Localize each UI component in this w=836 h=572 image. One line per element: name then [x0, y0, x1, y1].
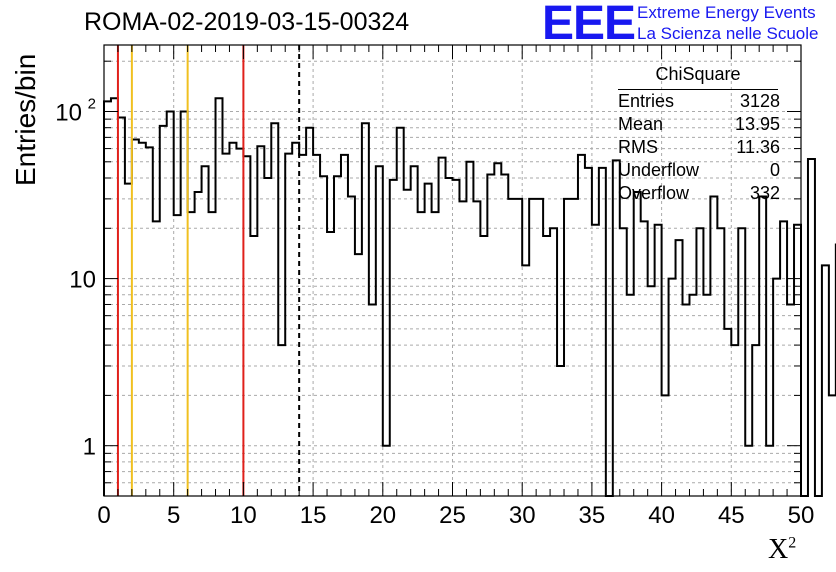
x-tick-label: 15: [300, 502, 327, 529]
x-tick-label: 40: [648, 502, 675, 529]
stats-title: ChiSquare: [618, 64, 778, 90]
y-tick-label: 10: [69, 267, 96, 294]
logo-line-1: Extreme Energy Events: [637, 3, 816, 22]
stats-row-underflow: Underflow 0: [618, 160, 780, 180]
stats-row-mean: Mean 13.95: [618, 114, 780, 134]
x-axis-label: X2: [768, 534, 797, 565]
eee-logo: EEE: [542, 0, 636, 50]
y-tick-label-exponent: 2: [88, 95, 96, 112]
stats-box: ChiSquare Entries 3128 Mean 13.95 RMS 11.36…: [608, 64, 780, 205]
stats-row-overflow: Overflow 332: [618, 183, 780, 203]
x-tick-label: 5: [167, 502, 180, 529]
x-tick-label: 0: [97, 502, 110, 529]
x-tick-label: 25: [439, 502, 466, 529]
stats-row-entries: Entries 3128: [618, 91, 780, 111]
x-tick-label: 50: [788, 502, 815, 529]
x-tick-label: 35: [579, 502, 606, 529]
histogram-series: [103, 97, 836, 497]
x-tick-label: 30: [509, 502, 536, 529]
x-tick-label: 20: [369, 502, 396, 529]
x-tick-label: 45: [718, 502, 745, 529]
y-tick-label: 10: [55, 99, 82, 126]
y-tick-label: 1: [83, 434, 96, 461]
chart-title: ROMA-02-2019-03-15-00324: [84, 8, 410, 36]
x-tick-label: 10: [230, 502, 257, 529]
stats-row-rms: RMS 11.36: [618, 137, 780, 157]
logo-line-2: La Scienza nelle Scuole: [637, 24, 819, 43]
